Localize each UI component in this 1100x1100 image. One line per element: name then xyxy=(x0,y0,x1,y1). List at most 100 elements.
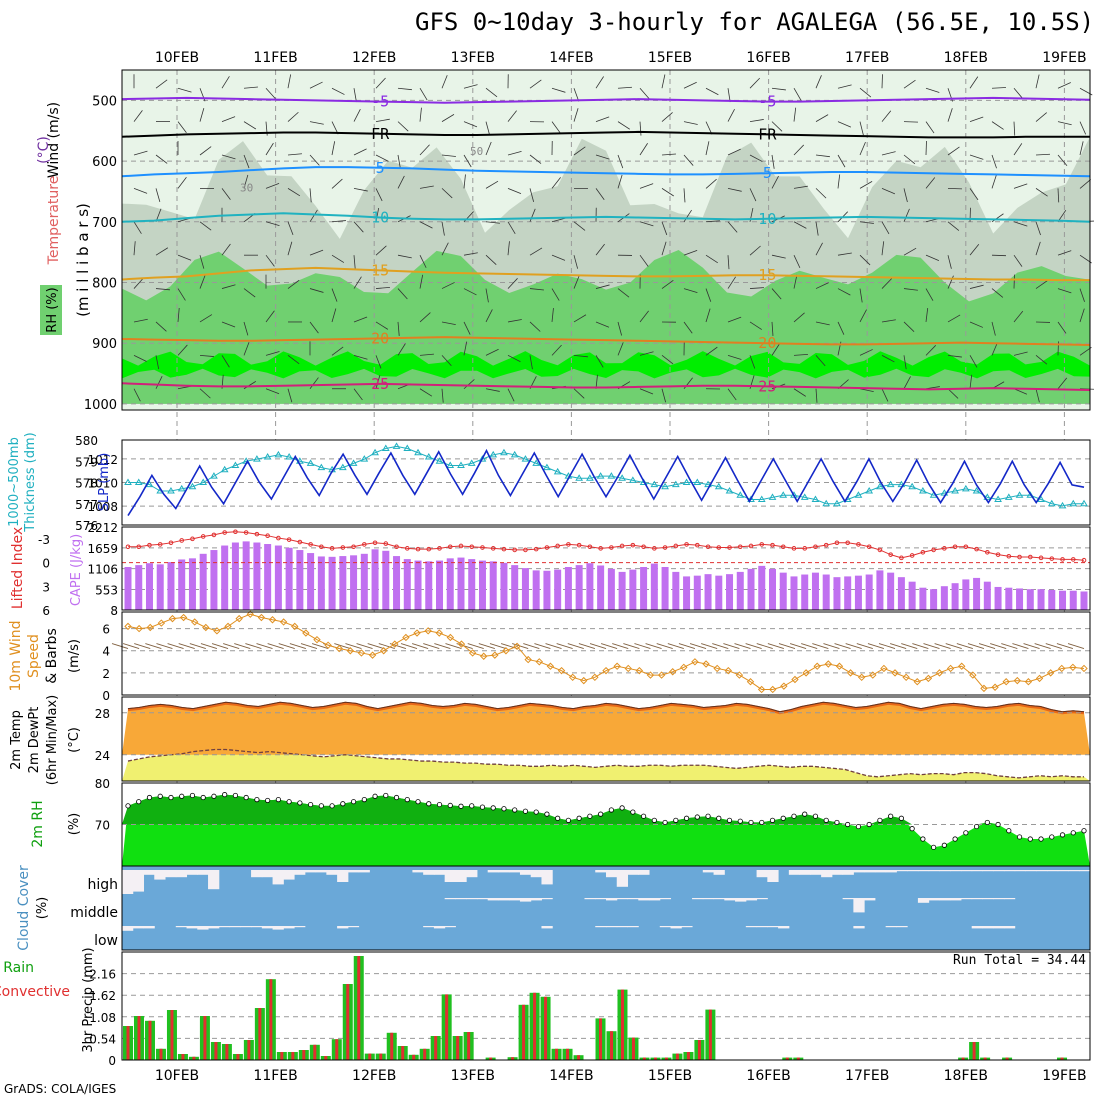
li-tick: 3 xyxy=(42,580,50,594)
thickness-point xyxy=(500,448,508,456)
rh2m-point xyxy=(329,803,335,809)
wind-barb xyxy=(617,321,623,336)
precip-conv-bar xyxy=(631,1037,635,1060)
wind10-point xyxy=(391,640,399,648)
wind-barb xyxy=(507,278,518,289)
cloud-high-cell xyxy=(261,870,274,878)
temp-edge xyxy=(127,701,1085,713)
wind-barb xyxy=(727,109,735,122)
wind-barb xyxy=(1079,179,1091,189)
cloud-high-cell xyxy=(939,870,951,872)
wind10-barb xyxy=(801,643,818,649)
li-point xyxy=(458,543,464,549)
wind-barb xyxy=(441,154,456,157)
precip-conv-bar xyxy=(983,1057,987,1060)
cape-bar xyxy=(478,560,486,610)
li-point xyxy=(329,546,335,551)
wind-barb xyxy=(903,376,911,389)
cloud-middle-cell xyxy=(498,898,510,901)
thickness-point xyxy=(392,442,401,449)
cloud-high-cell xyxy=(874,870,887,873)
wind-barb xyxy=(661,74,666,89)
thickness-point xyxy=(768,493,777,500)
wind-barb xyxy=(903,188,908,203)
wind-barb xyxy=(595,243,605,256)
wind10-point xyxy=(190,618,199,626)
rh2m-point xyxy=(598,811,604,817)
date-top-13feb: 13FEB xyxy=(451,50,495,66)
upper-ytick-700: 700 xyxy=(92,216,117,231)
cape-bar xyxy=(371,549,379,610)
wind-barb xyxy=(463,379,475,390)
rh2m-point xyxy=(952,836,958,842)
wind10-barb xyxy=(623,643,640,649)
cloud-middle-cell xyxy=(541,898,553,900)
wind-barb xyxy=(485,221,500,224)
rh2m-point xyxy=(565,817,572,823)
precip-conv-bar xyxy=(126,1026,130,1060)
wind10-barb xyxy=(122,643,140,649)
wind-barb xyxy=(1013,121,1016,136)
wind-barb xyxy=(705,254,718,264)
wind-barb xyxy=(221,321,236,328)
cloud-middle-cell xyxy=(455,898,467,900)
wind-barb xyxy=(485,348,499,356)
wind-barb xyxy=(529,188,535,203)
wind-barb xyxy=(749,188,757,202)
wind-barb xyxy=(815,321,830,326)
cloud-low-cell xyxy=(261,926,274,929)
wind-barb xyxy=(309,154,320,166)
cloud-high-cell xyxy=(767,870,779,882)
wind-barb xyxy=(837,154,846,168)
wind10-barb xyxy=(856,643,873,649)
li-point xyxy=(200,534,206,539)
wind10-point xyxy=(635,666,644,675)
cape-bar xyxy=(167,562,175,610)
rh2m-point xyxy=(1070,830,1076,836)
temp-label-1: 2m Temp xyxy=(9,710,24,770)
cape-bar xyxy=(747,568,755,610)
thickness-point xyxy=(1047,499,1056,507)
rh2m-point xyxy=(748,819,754,826)
thickness-point xyxy=(628,476,637,483)
thickness-point xyxy=(188,482,197,490)
wind-barb xyxy=(771,154,775,169)
wind10-barb xyxy=(445,643,462,649)
wind-barb xyxy=(551,288,560,301)
precip-conv-bar xyxy=(972,1042,976,1060)
cloud-high-cell xyxy=(616,870,629,887)
cloud-low-cell xyxy=(218,926,231,928)
wind10-point xyxy=(591,673,599,682)
wind-barb xyxy=(1035,112,1047,122)
rh2m-point xyxy=(780,815,786,821)
li-point xyxy=(791,546,797,551)
cloud-low-cell xyxy=(444,926,456,928)
precip-conv-bar xyxy=(280,1052,284,1060)
wind-barb xyxy=(815,388,818,403)
thickness-point xyxy=(553,467,562,475)
cape-bar xyxy=(382,550,390,610)
cape-bar xyxy=(296,550,304,610)
wind-barb xyxy=(617,288,630,298)
wind-barb xyxy=(331,288,338,302)
wind-barb xyxy=(265,87,276,99)
wind-barb xyxy=(947,221,960,231)
rh2m-point xyxy=(254,796,260,803)
wind10-point xyxy=(780,682,788,690)
wind-barb xyxy=(705,141,710,156)
wind-barb xyxy=(155,321,167,332)
wind10-point xyxy=(468,649,477,657)
wind-tick-6: 6 xyxy=(102,623,110,637)
rh2m-point xyxy=(630,809,636,815)
wind10-point xyxy=(680,663,688,672)
li-point xyxy=(866,544,872,550)
cloud-high-cell xyxy=(186,870,198,875)
cloud-low-cell xyxy=(240,926,252,928)
wind-barb xyxy=(331,254,345,263)
cloud-middle-cell xyxy=(595,898,607,900)
rh2m-point xyxy=(297,800,303,806)
wind-barb xyxy=(815,75,822,89)
wind-barb xyxy=(419,388,433,397)
wind-barb xyxy=(837,321,845,335)
